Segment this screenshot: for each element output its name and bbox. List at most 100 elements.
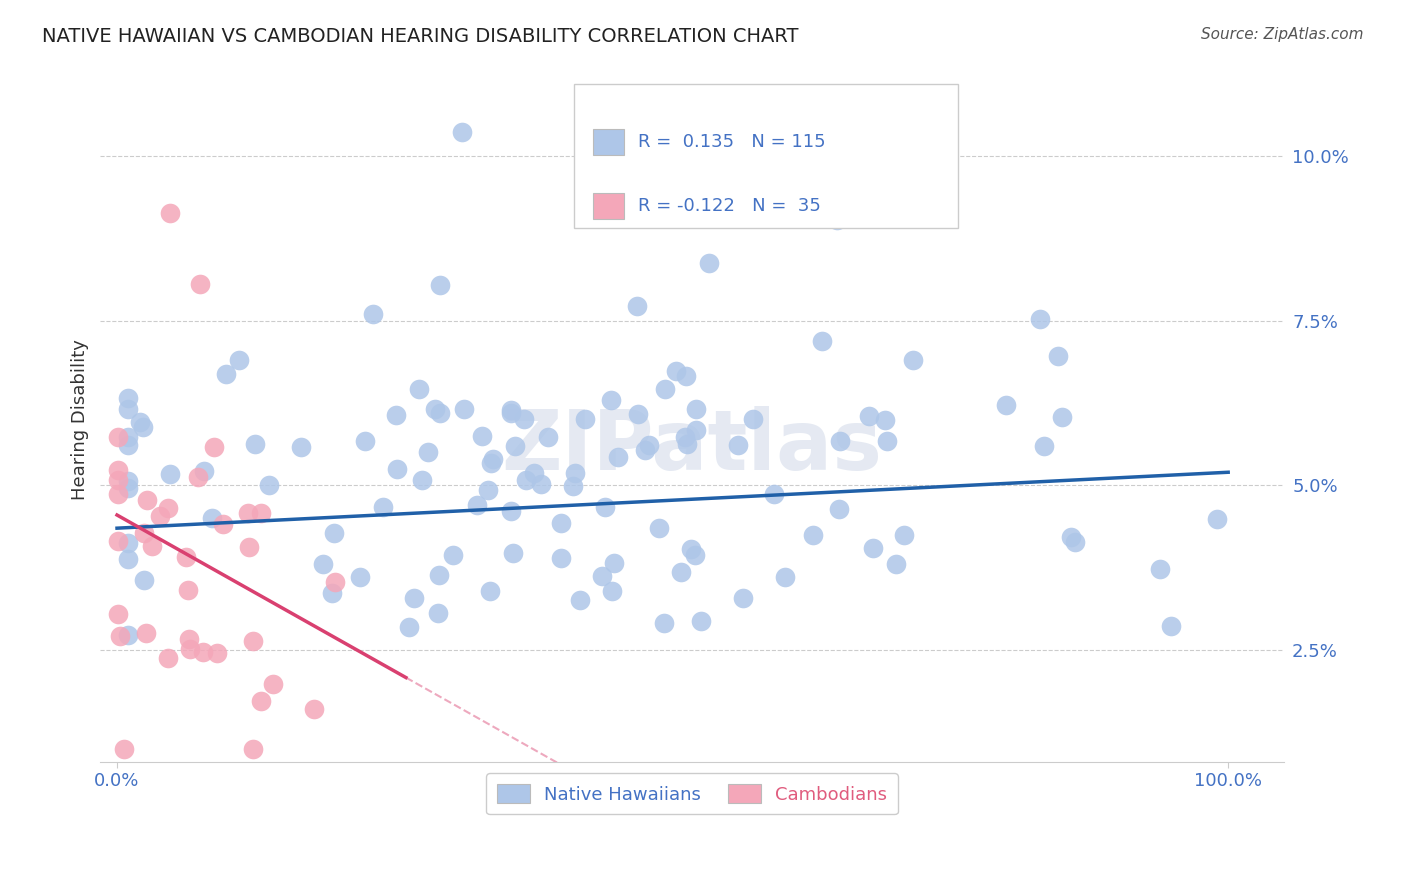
Point [262,677,284,691]
Point [499,406,522,420]
Point [773,570,796,584]
Point [321,586,343,600]
Point [200,511,222,525]
Point [803,528,825,542]
Point [675,436,697,450]
Point [242,634,264,648]
Point [250,506,273,520]
Point [530,476,553,491]
Point [408,382,430,396]
Point [117,430,139,444]
Point [117,628,139,642]
Point [665,364,688,378]
Point [188,277,211,291]
Point [689,614,711,628]
Point [157,500,180,515]
Point [453,401,475,416]
Point [117,552,139,566]
Point [568,592,591,607]
Point [141,540,163,554]
Point [238,540,260,554]
Text: R = -0.122   N =  35: R = -0.122 N = 35 [638,197,821,216]
Point [290,440,312,454]
Point [465,498,488,512]
Point [685,423,707,437]
Point [349,570,371,584]
Point [593,500,616,515]
Point [450,125,472,139]
Point [862,541,884,556]
Text: ZIPatlas: ZIPatlas [502,407,883,488]
Point [482,451,505,466]
Point [107,607,129,622]
Point [741,411,763,425]
Point [828,434,851,449]
Point [107,463,129,477]
Point [873,413,896,427]
Point [212,516,235,531]
Point [515,473,537,487]
Point [679,542,702,557]
Point [411,473,433,487]
Point [429,406,451,420]
Point [179,641,201,656]
Point [242,741,264,756]
Point [404,591,426,605]
Point [591,569,613,583]
Point [1149,562,1171,576]
Point [193,464,215,478]
Point [477,483,499,497]
Point [354,434,377,448]
Point [243,437,266,451]
Point [441,548,464,562]
Point [673,430,696,444]
Point [599,392,621,407]
Point [398,620,420,634]
Point [671,565,693,579]
Point [193,645,215,659]
Point [134,574,156,588]
Point [174,549,197,564]
Point [502,546,524,560]
Point [994,398,1017,412]
Point [550,516,572,530]
Text: R =  0.135   N = 115: R = 0.135 N = 115 [638,133,825,151]
Point [637,437,659,451]
Point [564,467,586,481]
Point [117,391,139,405]
Point [214,367,236,381]
Point [479,584,502,599]
Point [550,551,572,566]
Point [479,456,502,470]
Point [361,307,384,321]
Point [828,502,851,516]
Point [426,606,449,620]
Point [654,382,676,396]
Point [135,626,157,640]
Point [561,479,583,493]
Point [107,430,129,444]
Point [763,486,786,500]
Point [675,368,697,383]
Point [228,352,250,367]
Point [727,438,749,452]
Point [574,412,596,426]
Point [117,536,139,550]
Point [683,548,706,562]
Point [108,629,131,643]
Point [1046,349,1069,363]
Point [416,445,439,459]
Point [157,651,180,665]
Point [132,525,155,540]
Point [323,526,346,541]
Point [627,407,650,421]
FancyBboxPatch shape [593,128,624,155]
Point [176,583,198,598]
Point [429,277,451,292]
Point [685,402,707,417]
Point [132,420,155,434]
Point [513,412,536,426]
Point [236,506,259,520]
Point [304,702,326,716]
Point [159,467,181,482]
